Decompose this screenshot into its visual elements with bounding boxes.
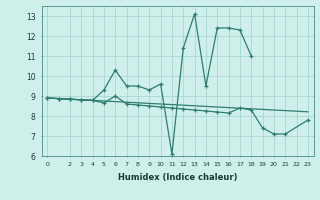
X-axis label: Humidex (Indice chaleur): Humidex (Indice chaleur)	[118, 173, 237, 182]
